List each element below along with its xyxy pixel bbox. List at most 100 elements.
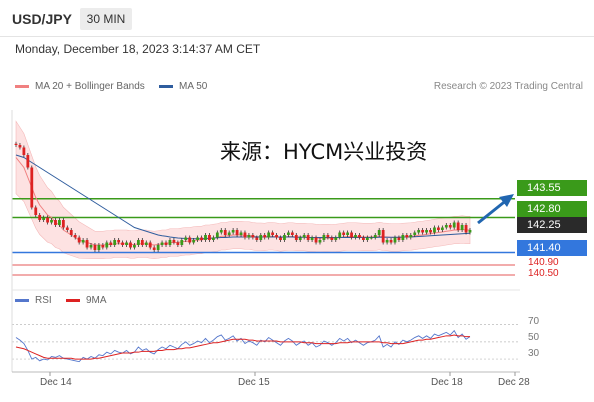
candle-body <box>26 155 30 168</box>
candle-body <box>97 245 101 250</box>
candle-body <box>298 237 302 240</box>
ma50-line <box>15 154 471 240</box>
candle-body <box>176 242 180 245</box>
candle-body <box>69 230 73 235</box>
candle-body <box>251 235 255 238</box>
candle-body <box>117 240 121 243</box>
candle-body <box>38 215 42 220</box>
candle-body <box>322 235 326 240</box>
candle-body <box>334 237 338 240</box>
candle-body <box>283 235 286 240</box>
symbol-label: USD/JPY <box>12 11 72 27</box>
candle-body <box>243 232 247 238</box>
price-label-140-90: 140.90 <box>528 257 559 268</box>
candle-body <box>156 245 160 250</box>
toolbar: USD/JPY 30 MIN <box>0 0 594 37</box>
x-tick-dec-18: Dec 18 <box>431 377 463 388</box>
candle-body <box>235 230 239 235</box>
legend-ma50: MA 50 <box>159 81 207 92</box>
candle-body <box>77 237 81 243</box>
candle-body <box>397 237 401 240</box>
forecast-arrow-head <box>499 194 514 207</box>
candle-body <box>373 235 377 238</box>
candle-body <box>105 242 109 248</box>
candle-body <box>318 240 322 243</box>
candle-body <box>101 245 105 248</box>
candle-body <box>109 242 113 245</box>
candle-body <box>133 245 136 248</box>
x-tick-dec-15: Dec 15 <box>238 377 270 388</box>
candle-body <box>247 235 251 238</box>
candle-body <box>219 230 223 233</box>
candle-body <box>365 237 369 240</box>
candle-body <box>342 232 346 235</box>
rsi-tick-50: 50 <box>528 332 540 343</box>
candle-body <box>437 227 440 230</box>
candle-body <box>393 237 397 243</box>
candle-body <box>50 220 53 223</box>
candle-body <box>385 240 389 243</box>
candle-body <box>164 242 168 245</box>
candle-body <box>140 240 144 245</box>
candle-body <box>425 230 428 233</box>
candle-body <box>444 225 448 228</box>
candle-body <box>54 220 57 225</box>
candle-body <box>330 237 334 240</box>
candle-body <box>184 237 188 240</box>
x-tick-dec-14: Dec 14 <box>40 377 72 388</box>
candle-body <box>448 225 452 228</box>
candle-body <box>136 240 140 245</box>
candle-body <box>346 232 350 235</box>
candle-body <box>14 143 18 145</box>
candle-body <box>188 237 192 243</box>
candle-body <box>279 237 282 240</box>
legend-label: RSI <box>35 295 52 306</box>
candle-body <box>61 220 65 228</box>
forecast-arrow-line <box>477 197 509 225</box>
candle-body <box>314 237 318 243</box>
legend-swatch <box>66 299 80 302</box>
candle-body <box>460 225 464 230</box>
legend-rsi: RSI <box>15 295 52 306</box>
candle-body <box>58 220 61 225</box>
candle-body <box>421 230 425 233</box>
candle-body <box>413 232 417 235</box>
candle-body <box>231 230 235 233</box>
candle-body <box>389 240 393 243</box>
candle-body <box>172 240 176 243</box>
candle-body <box>208 235 211 240</box>
candle-body <box>354 235 357 238</box>
candle-body <box>34 207 38 215</box>
rsi-line <box>15 329 471 363</box>
bollinger-band <box>15 120 471 260</box>
candle-body <box>358 235 361 238</box>
candle-body <box>129 242 132 248</box>
rsi-tick-30: 30 <box>528 348 540 359</box>
candle-body <box>401 235 405 240</box>
candle-body <box>381 230 385 243</box>
candle-body <box>85 240 89 248</box>
candle-body <box>160 242 164 245</box>
candle-body <box>22 147 26 155</box>
candle-body <box>350 232 353 238</box>
legend-ma20-bollinger: MA 20 + Bollinger Bands <box>15 81 145 92</box>
candle-body <box>30 167 34 208</box>
candle-body <box>196 237 199 240</box>
candle-body <box>65 227 69 230</box>
candle-body <box>81 240 85 243</box>
candle-body <box>433 227 436 233</box>
candle-body <box>275 235 278 238</box>
price-tag-143-55: 143.55 <box>517 180 587 196</box>
legend-label: MA 50 <box>179 81 208 92</box>
candle-body <box>93 245 97 250</box>
candle-body <box>294 235 298 240</box>
candle-body <box>452 222 456 228</box>
price-tag-142-80: 142.80 <box>517 201 587 217</box>
candle-body <box>290 232 294 235</box>
candle-body <box>287 232 290 235</box>
rsi-tick-70: 70 <box>528 316 540 327</box>
price-tag-142-25: 142.25 <box>517 217 587 233</box>
timeframe-button[interactable]: 30 MIN <box>80 8 132 30</box>
